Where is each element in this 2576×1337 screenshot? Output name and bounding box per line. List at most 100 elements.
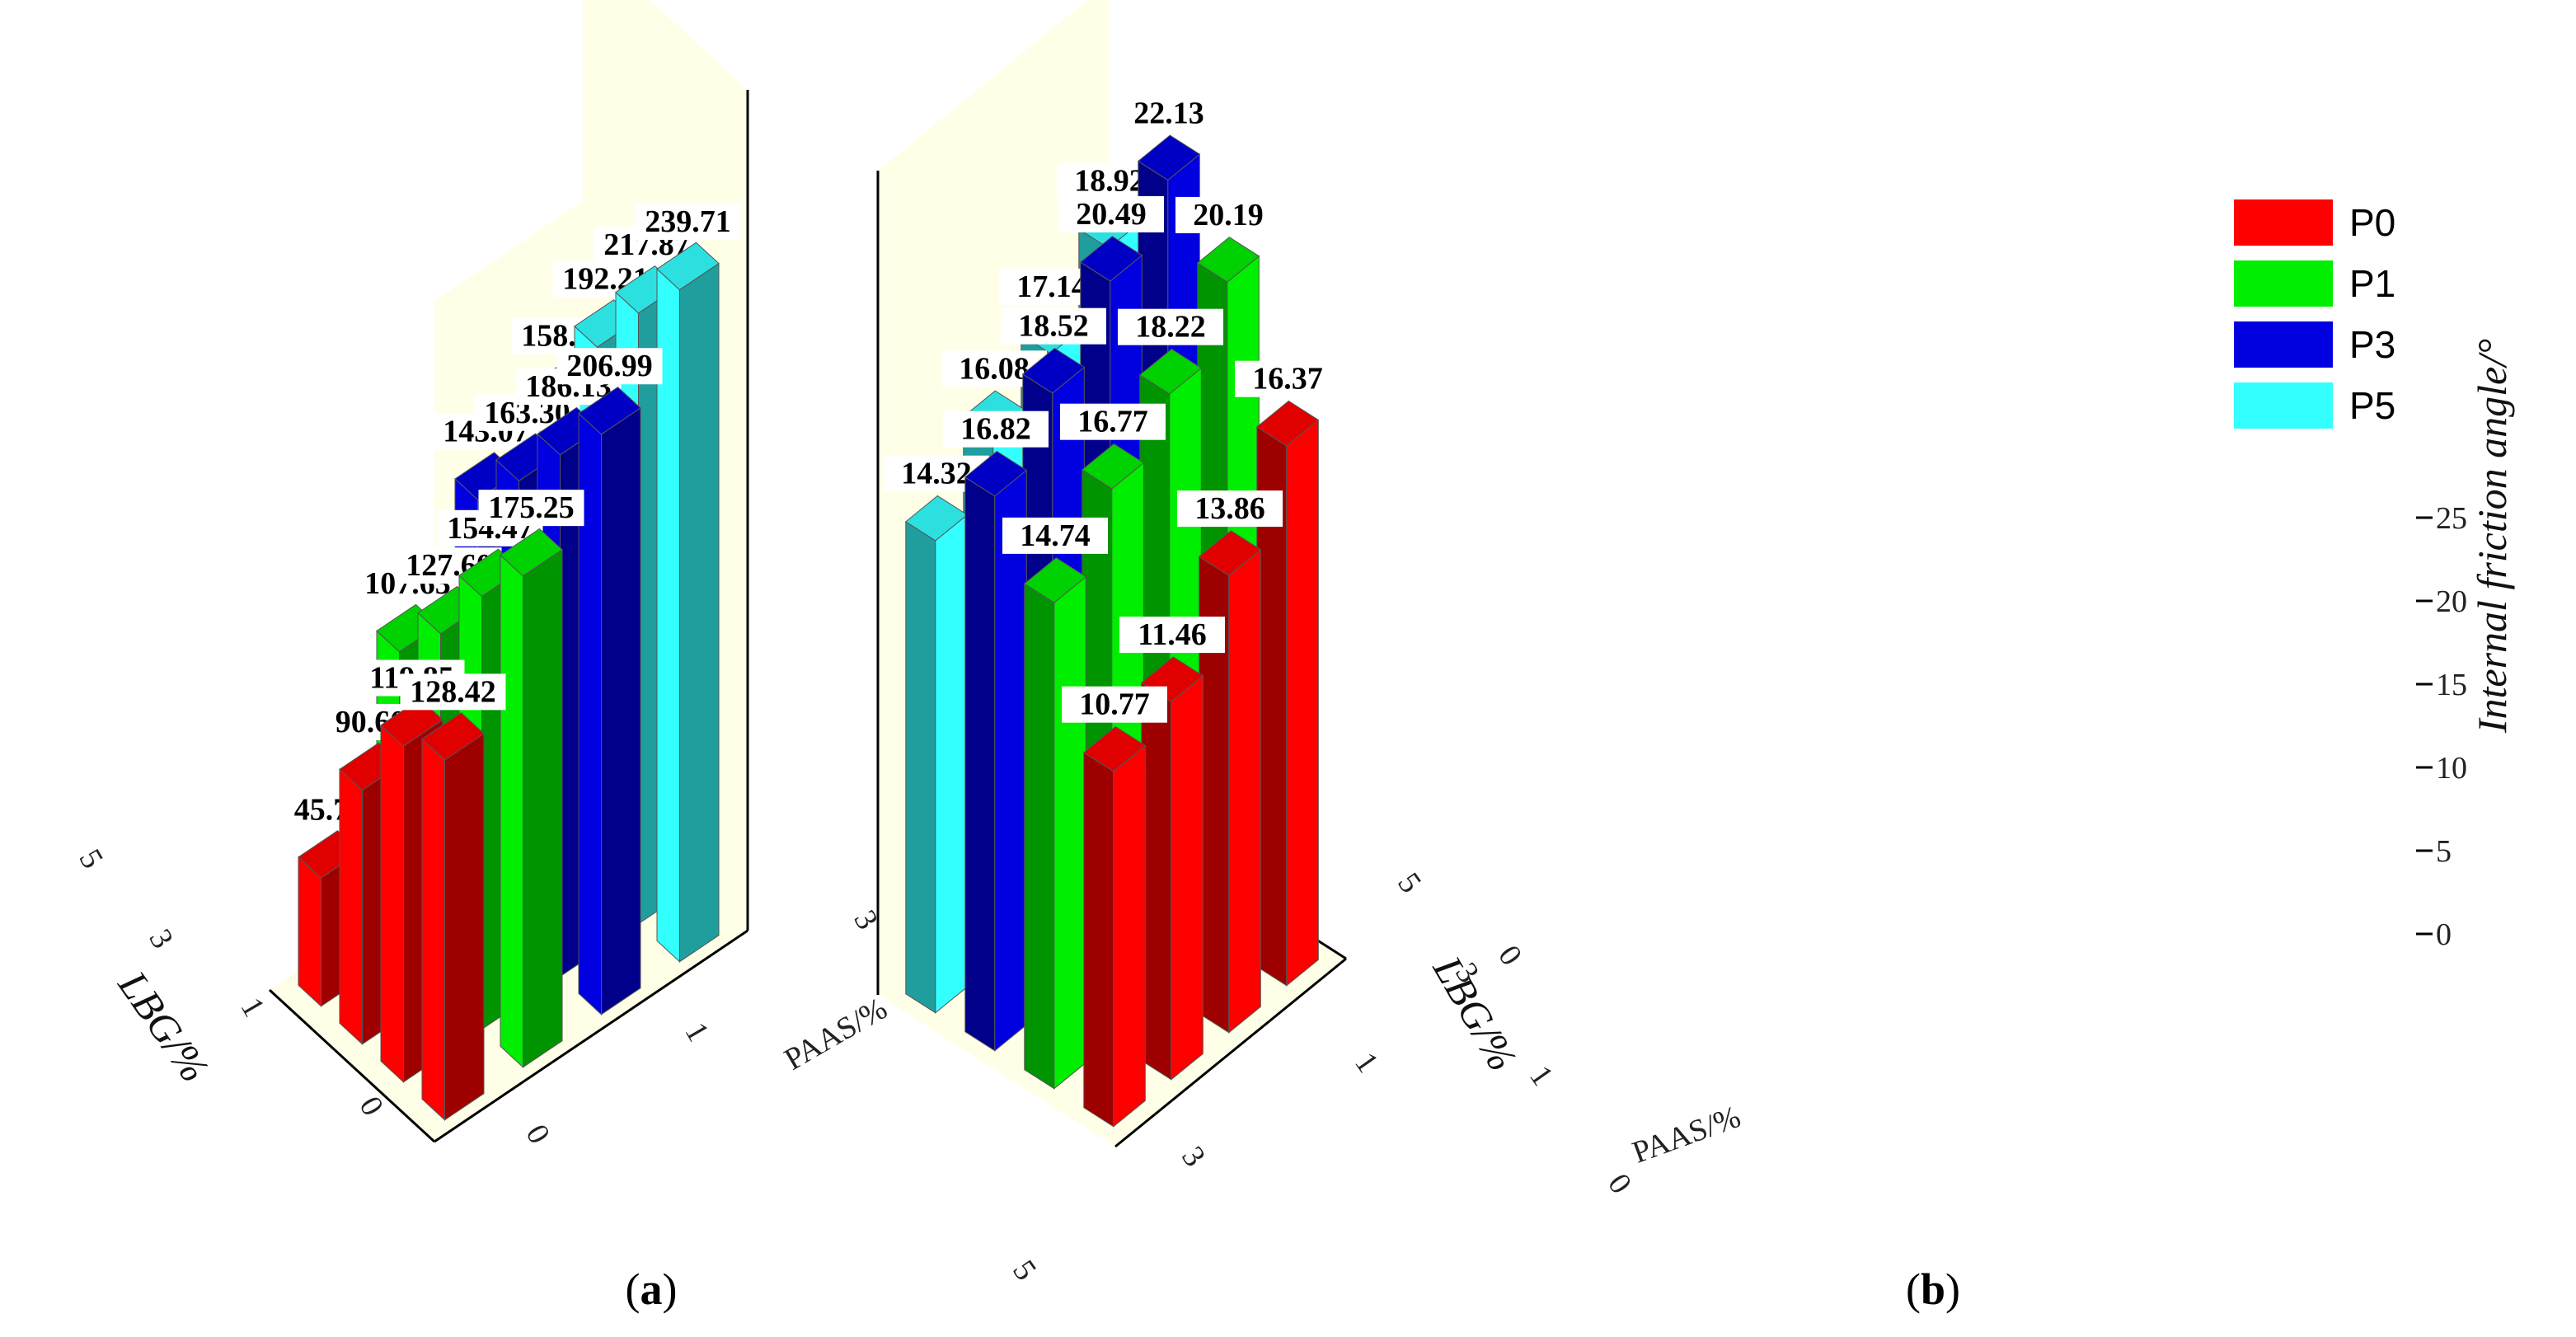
bar-front <box>298 856 321 1007</box>
lbg-tick-label: 1 <box>1523 1059 1560 1092</box>
value-label: 16.82 <box>960 412 1031 447</box>
bars: 18.92 22.13 17.14 20.19 20.49 16.08 16.37 18.22… <box>884 95 1340 1128</box>
value-label-bg <box>1177 490 1283 528</box>
bar-side <box>1083 751 1114 1128</box>
bar-P1-175.25: 175.25 <box>478 490 584 1068</box>
value-label-bg <box>1235 360 1340 397</box>
value-label-bg <box>1002 517 1108 554</box>
bar-top <box>1082 725 1147 772</box>
bar-top <box>500 528 563 577</box>
value-label: 17.14 <box>1016 270 1087 304</box>
paas-tick-label: 0 <box>518 1119 556 1149</box>
bar-top <box>1255 400 1320 447</box>
z-tick-label: 10 <box>2436 751 2467 786</box>
bar-front <box>421 738 445 1121</box>
bar-top <box>421 712 485 761</box>
bar-top <box>1081 443 1145 490</box>
bar-P0-16.37: 16.37 <box>1235 360 1340 987</box>
lbg-tick-label: 1 <box>233 992 271 1022</box>
z-tick-label: 15 <box>2436 668 2467 702</box>
value-label-bg <box>400 673 506 711</box>
paas-axis-title: PAAS/% <box>1628 1100 1745 1170</box>
bar-P0-13.86: 13.86 <box>1177 490 1283 1034</box>
bar-top <box>1196 237 1260 283</box>
paas-tick-label: 5 <box>1006 1254 1043 1287</box>
value-label: 20.19 <box>1193 198 1264 232</box>
lbg-axis-title: LBG/% <box>1424 948 1526 1079</box>
bar-P3-206.99: 206.99 <box>556 348 663 1016</box>
lbg-axis-line <box>1114 957 1347 1148</box>
bar-front <box>994 469 1027 1052</box>
bar-side <box>679 262 720 963</box>
axis-lines <box>268 90 749 1143</box>
value-label: 13.86 <box>1194 491 1265 526</box>
value-label: 18.22 <box>1135 310 1206 345</box>
bar-top <box>1138 348 1203 395</box>
bar-front <box>1286 419 1319 987</box>
bar-front <box>1171 674 1204 1081</box>
bar-top <box>1023 557 1087 603</box>
bar-front <box>1113 744 1146 1128</box>
paas-axis-title: PAAS/% <box>779 991 894 1077</box>
chart-panel-a: 05010015020025030001355310PAAS/%LBG/%Coh… <box>72 0 1241 1150</box>
legend-swatch-P1 <box>2234 260 2333 307</box>
paas-axis-line <box>434 929 748 1143</box>
value-label-bg <box>943 410 1049 448</box>
bar-top <box>656 242 720 291</box>
lbg-tick-label: 3 <box>142 923 180 954</box>
value-label: 22.13 <box>1133 96 1204 130</box>
legend: P0 P1 P3 P5 <box>2234 199 2395 429</box>
paas-tick-label: 1 <box>678 1016 716 1047</box>
value-label-bg <box>1060 403 1166 440</box>
bar-top <box>1079 236 1143 282</box>
z-axis-title: Internal friction angle/° <box>2469 339 2515 734</box>
bar-P5-14.32: 14.32 <box>884 455 989 1014</box>
legend-label-P0: P0 <box>2349 201 2395 244</box>
bars: 158.40192.21143.07217.87163.30107.63239.… <box>276 203 741 1121</box>
value-label: 206.99 <box>566 349 653 383</box>
value-label: 14.74 <box>1020 518 1091 553</box>
bar-P0-10.77: 10.77 <box>1062 686 1167 1128</box>
bar-front <box>380 724 404 1083</box>
caption-b: (b) <box>1906 1264 1960 1314</box>
z-tick-label: 20 <box>2436 584 2467 619</box>
legend-label-P5: P5 <box>2349 384 2395 427</box>
value-label: 18.92 <box>1074 164 1145 199</box>
bar-P0-128.42: 128.42 <box>400 673 506 1121</box>
bar-top <box>964 450 1028 497</box>
legend-label-P1: P1 <box>2349 262 2395 305</box>
lbg-tick-label: 5 <box>72 843 110 874</box>
z-tick-label: 25 <box>2436 501 2467 536</box>
paas-tick-label: 0 <box>1491 939 1528 972</box>
bar-side <box>1024 583 1055 1090</box>
bar-side <box>523 548 563 1068</box>
value-label: 128.42 <box>410 674 496 709</box>
value-label: 175.25 <box>488 490 575 525</box>
bar-side <box>601 406 641 1016</box>
bar-front <box>1228 548 1261 1034</box>
bar-top <box>1021 347 1086 394</box>
value-label-bg <box>1175 196 1281 233</box>
lbg-axis-title: LBG/% <box>109 962 218 1091</box>
caption-a: (a) <box>626 1264 678 1314</box>
legend-swatch-P5 <box>2234 382 2333 429</box>
bar-front <box>339 768 363 1045</box>
bar-front <box>1053 575 1086 1090</box>
bar-top <box>578 386 641 435</box>
bar-side <box>964 476 996 1052</box>
value-label-bg <box>1001 307 1106 345</box>
bar-side <box>444 733 485 1121</box>
value-label-bg <box>635 203 741 240</box>
z-tick-label: 0 <box>2436 917 2452 952</box>
bar-top <box>904 495 969 542</box>
value-label-bg <box>1116 95 1222 132</box>
bar-front <box>500 554 523 1068</box>
bar-top <box>1137 134 1201 181</box>
value-label: 20.49 <box>1076 197 1147 232</box>
legend-swatch-P0 <box>2234 199 2333 246</box>
bar-P5-239.71: 239.71 <box>635 203 741 963</box>
value-label-bg <box>1119 617 1225 654</box>
